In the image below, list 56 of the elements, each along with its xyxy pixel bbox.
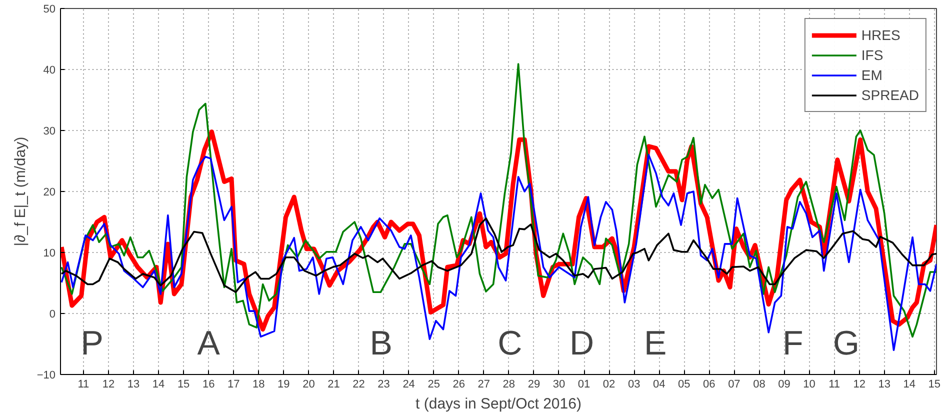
annotation: C xyxy=(498,324,522,362)
x-tick-label: 21 xyxy=(328,378,340,390)
x-tick-label: 25 xyxy=(428,378,440,390)
x-tick-label: 22 xyxy=(352,378,365,390)
x-tick-label: 29 xyxy=(528,378,540,390)
legend-label: HRES xyxy=(861,27,900,43)
y-tick-label: 20 xyxy=(43,186,56,198)
x-tick-label: 04 xyxy=(652,378,666,390)
x-tick-label: 14 xyxy=(903,378,916,390)
x-tick-label: 11 xyxy=(828,378,840,390)
annotation: A xyxy=(197,324,220,362)
annotation: E xyxy=(644,324,667,362)
x-tick-label: 05 xyxy=(678,378,690,390)
y-tick-label: 10 xyxy=(43,248,56,260)
annotation: B xyxy=(370,324,392,362)
x-tick-label: 23 xyxy=(378,378,390,390)
x-tick-label: 28 xyxy=(502,378,516,390)
y-axis-title: |∂_f E|_t (m/day) xyxy=(12,136,29,246)
x-axis-title: t (days in Sept/Oct 2016) xyxy=(416,396,582,412)
x-tick-label: 15 xyxy=(928,378,941,390)
x-tick-label: 15 xyxy=(177,378,190,390)
annotation: G xyxy=(833,324,860,362)
x-tick-label: 24 xyxy=(402,378,415,390)
legend-label: EM xyxy=(861,67,882,83)
x-tick-label: 13 xyxy=(878,378,890,390)
x-tick-label: 01 xyxy=(578,378,590,390)
x-tick-label: 12 xyxy=(853,378,866,390)
x-tick-label: 08 xyxy=(753,378,766,390)
x-tick-label: 18 xyxy=(252,378,265,390)
y-tick-label: 40 xyxy=(43,64,56,76)
annotation: P xyxy=(80,324,104,362)
y-tick-label: −10 xyxy=(36,370,56,382)
legend-label: SPREAD xyxy=(861,87,919,103)
x-tick-label: 27 xyxy=(478,378,490,390)
x-tick-label: 03 xyxy=(628,378,640,390)
x-tick-label: 09 xyxy=(778,378,790,390)
x-tick-label: 20 xyxy=(302,378,315,390)
x-tick-label: 26 xyxy=(452,378,466,390)
annotation: F xyxy=(782,324,804,362)
x-tick-label: 12 xyxy=(102,378,115,390)
x-tick-label: 11 xyxy=(78,378,90,390)
y-tick-label: 50 xyxy=(43,4,56,16)
x-tick-label: 06 xyxy=(703,378,716,390)
x-tick-label: 19 xyxy=(278,378,290,390)
x-tick-label: 10 xyxy=(803,378,816,390)
x-tick-label: 30 xyxy=(552,378,566,390)
x-tick-label: 16 xyxy=(202,378,215,390)
x-tick-label: 14 xyxy=(152,378,165,390)
annotation: D xyxy=(569,324,594,362)
x-tick-label: 17 xyxy=(227,378,240,390)
y-tick-label: 0 xyxy=(49,308,56,320)
x-tick-label: 07 xyxy=(728,378,740,390)
legend-label: IFS xyxy=(861,47,884,63)
y-tick-label: 30 xyxy=(43,126,56,138)
x-tick-label: 02 xyxy=(602,378,616,390)
x-tick-label: 13 xyxy=(127,378,140,390)
